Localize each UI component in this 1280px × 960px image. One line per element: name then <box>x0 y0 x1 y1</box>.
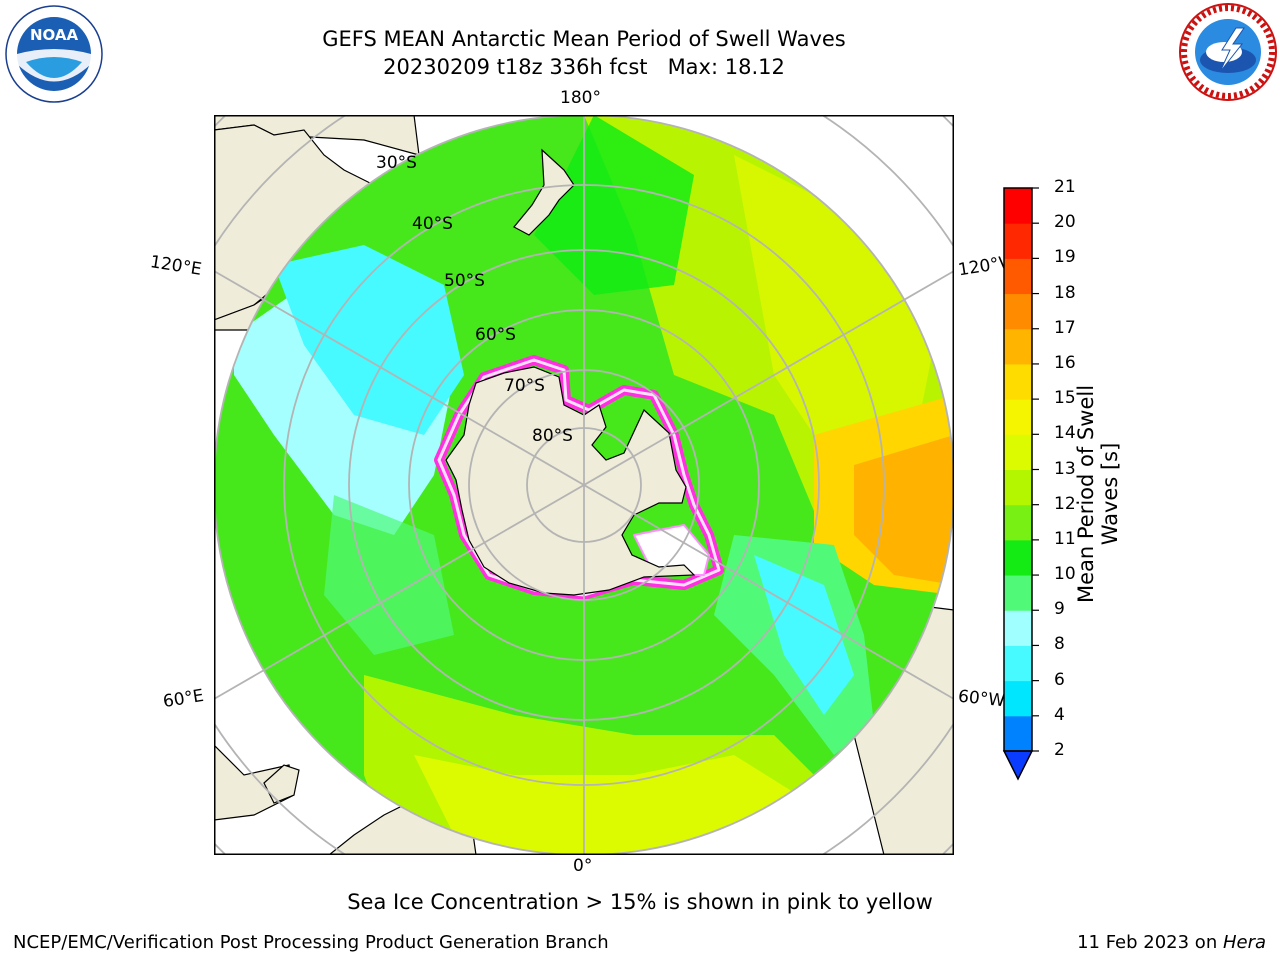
lat-label-40s: 40°S <box>412 214 453 234</box>
lon-label-0: 0° <box>573 856 593 876</box>
colorbar-tick-label: 17 <box>1054 317 1076 338</box>
lat-label-50s: 50°S <box>444 271 485 291</box>
colorbar-tick-label: 21 <box>1054 177 1076 197</box>
colorbar-tick-label: 11 <box>1054 528 1076 549</box>
lat-label-80s: 80°S <box>532 426 573 446</box>
antarctica <box>445 366 696 596</box>
lon-label-180: 180° <box>560 88 601 108</box>
colorbar-segment <box>1004 575 1032 611</box>
colorbar-segment <box>1004 610 1032 646</box>
colorbar-tick-label: 20 <box>1054 212 1076 233</box>
colorbar-segment <box>1004 434 1032 470</box>
lat-label-30s: 30°S <box>376 153 417 173</box>
colorbar-segment <box>1004 399 1032 435</box>
colorbar-segment <box>1004 680 1032 717</box>
colorbar-segment <box>1004 328 1032 365</box>
colorbar <box>1002 187 1039 781</box>
colorbar-segment <box>1004 188 1032 224</box>
colorbar-label: Mean Period of Swell Waves [s] <box>1074 384 1122 604</box>
chart-subtitle: 20230209 t18z 336h fcst Max: 18.12 <box>383 55 785 79</box>
lon-label-60e: 60°E <box>161 685 206 713</box>
colorbar-segment <box>1004 504 1032 541</box>
colorbar-tick-label: 6 <box>1054 669 1065 690</box>
colorbar-tick-label: 13 <box>1054 458 1076 479</box>
longitude-grid <box>214 115 954 855</box>
colorbar-segment <box>1004 715 1032 752</box>
lat-label-60s: 60°S <box>475 325 516 345</box>
colorbar-tick-label: 12 <box>1054 493 1076 514</box>
footer-date-text: 11 Feb 2023 on <box>1077 932 1223 953</box>
nws-logo <box>1179 3 1277 101</box>
footer-credit: NCEP/EMC/Verification Post Processing Pr… <box>13 932 609 953</box>
polar-map: 30°S 40°S 50°S 60°S 70°S 80°S <box>214 115 954 855</box>
colorbar-tick-label: 16 <box>1054 352 1076 373</box>
lon-label-120e: 120°E <box>148 252 203 280</box>
colorbar-tick-label: 2 <box>1054 740 1065 760</box>
sea-ice <box>434 355 724 600</box>
colorbar-tick-label: 10 <box>1054 564 1076 585</box>
footer-date: 11 Feb 2023 on Hera <box>1077 932 1266 953</box>
colorbar-segment <box>1004 223 1032 259</box>
colorbar-segment <box>1004 539 1032 576</box>
new-zealand <box>513 148 575 236</box>
colorbar-tick-label: 4 <box>1054 704 1065 725</box>
lat-label-70s: 70°S <box>504 376 545 396</box>
colorbar-tick-label: 14 <box>1054 423 1076 444</box>
lon-label-60w: 60°W <box>957 686 1006 712</box>
chart-title: GEFS MEAN Antarctic Mean Period of Swell… <box>322 27 846 51</box>
noaa-logo: NOAA <box>5 5 103 103</box>
colorbar-extend-arrow <box>1002 750 1034 781</box>
colorbar-tick-label: 19 <box>1054 247 1076 268</box>
colorbar-segment <box>1004 645 1032 682</box>
colorbar-tick-label: 9 <box>1054 599 1065 620</box>
colorbar-segment <box>1004 363 1032 400</box>
colorbar-tick-label: 18 <box>1054 282 1076 303</box>
colorbar-tick-label: 15 <box>1054 388 1076 409</box>
colorbar-segment <box>1004 469 1032 506</box>
map-frame <box>214 115 954 855</box>
colorbar-tick-label: 8 <box>1054 634 1065 655</box>
footer-host: Hera <box>1222 932 1266 953</box>
svg-text:NOAA: NOAA <box>30 26 79 44</box>
colorbar-segment <box>1004 293 1032 330</box>
colorbar-segment <box>1004 258 1032 295</box>
sea-ice-caption: Sea Ice Concentration > 15% is shown in … <box>347 890 933 914</box>
